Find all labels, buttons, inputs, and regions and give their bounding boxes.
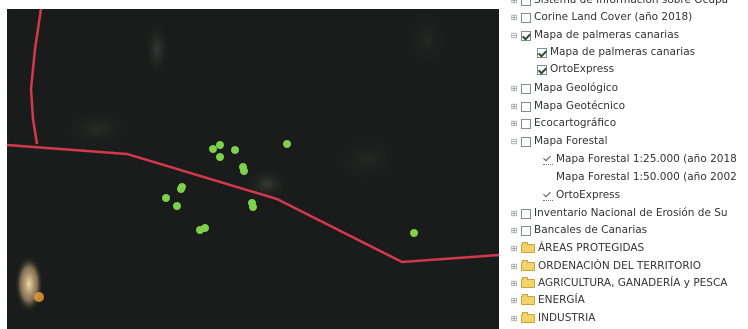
layer-checkbox[interactable] [521, 101, 531, 112]
folder-icon [521, 242, 535, 253]
layer-item[interactable]: ⊞ AGRICULTURA, GANADERÍA y PESCA [509, 275, 727, 292]
expand-icon[interactable]: ⊞ [510, 295, 518, 305]
layer-item[interactable]: Mapa Forestal 1:50.000 (año 2002 [543, 169, 737, 186]
layer-label: Mapa Geológico [534, 82, 619, 94]
layer-item[interactable]: ⊞ Ecocartográfico [509, 115, 616, 132]
layer-item[interactable]: ⊞ ENERGÍA [509, 292, 585, 309]
palm-marker[interactable] [178, 183, 186, 191]
layer-item[interactable]: OrtoExpress [537, 61, 614, 78]
layer-label: Mapa Forestal 1:25.000 (año 2018 [556, 153, 737, 165]
folder-icon [521, 312, 535, 323]
layer-item[interactable]: ⊟ Mapa de palmeras canarias [509, 27, 679, 44]
expand-icon[interactable]: ⊞ [510, 278, 518, 288]
layer-item[interactable]: ⊞ ORDENACIÓN DEL TERRITORIO [509, 258, 701, 275]
palm-marker[interactable] [196, 226, 204, 234]
collapse-icon[interactable]: ⊟ [510, 30, 518, 40]
expand-icon[interactable]: ⊞ [510, 101, 518, 111]
palm-marker[interactable] [410, 229, 418, 237]
boundary-line [7, 143, 499, 264]
visibility-check-icon[interactable] [543, 190, 553, 201]
expand-icon[interactable]: ⊞ [510, 313, 518, 323]
layer-item[interactable]: ⊞ INDUSTRIA [509, 310, 595, 327]
folder-icon [521, 294, 535, 305]
layer-label: ÁREAS PROTEGIDAS [538, 242, 645, 254]
layer-item[interactable]: ⊞ Corine Land Cover (año 2018) [509, 9, 693, 26]
layer-checkbox[interactable] [521, 208, 531, 219]
layer-label: ENERGÍA [538, 294, 585, 306]
palm-markers [162, 140, 418, 237]
layer-label: Mapa Forestal 1:50.000 (año 2002 [556, 171, 737, 183]
collapse-icon[interactable]: ⊟ [510, 136, 518, 146]
layer-label: Mapa Forestal [534, 135, 608, 147]
expand-icon[interactable]: ⊞ [510, 12, 518, 22]
palm-marker[interactable] [216, 141, 224, 149]
palm-marker[interactable] [173, 202, 181, 210]
terrain-patch [402, 9, 452, 74]
map-canvas [7, 9, 499, 312]
layer-label: Corine Land Cover (año 2018) [534, 11, 693, 23]
layer-checkbox[interactable] [521, 30, 531, 41]
layer-label: OrtoExpress [550, 63, 615, 75]
layer-label: Ecocartográfico [534, 117, 617, 129]
layer-label: Inventario Nacional de Erosión de Su [534, 207, 728, 219]
layer-item[interactable]: ⊞ ÁREAS PROTEGIDAS [509, 240, 644, 257]
expand-icon[interactable]: ⊞ [510, 261, 518, 271]
expand-icon[interactable]: ⊞ [510, 83, 518, 93]
layer-checkbox[interactable] [521, 225, 531, 236]
layer-label: Sistema de Información sobre Ocupa [534, 0, 729, 6]
layer-item[interactable]: ⊞ Sistema de Información sobre Ocupa [509, 0, 728, 9]
layer-label: INDUSTRIA [538, 312, 596, 324]
bright-spot [34, 292, 44, 302]
visibility-check-icon[interactable] [543, 154, 553, 165]
layer-checkbox[interactable] [521, 0, 531, 6]
layer-item[interactable]: ⊞ Bancales de Canarias [509, 222, 648, 239]
layer-item[interactable]: ⊞ Mapa Geotécnico [509, 98, 625, 115]
layer-checkbox[interactable] [521, 136, 531, 147]
palm-marker[interactable] [209, 145, 217, 153]
terrain-patch [327, 129, 407, 189]
layer-item[interactable]: Mapa Forestal 1:25.000 (año 2018 [543, 151, 737, 168]
expand-icon[interactable]: ⊞ [510, 225, 518, 235]
palm-marker[interactable] [231, 146, 239, 154]
layer-item[interactable]: ⊞ Mapa Geológico [509, 80, 618, 97]
expand-icon[interactable]: ⊞ [510, 118, 518, 128]
layer-label: AGRICULTURA, GANADERÍA y PESCA [538, 277, 728, 289]
folder-icon [521, 260, 535, 271]
palm-marker[interactable] [249, 203, 257, 211]
layer-label: ORDENACIÓN DEL TERRITORIO [538, 260, 701, 272]
boundary-line [29, 9, 43, 145]
layer-label: Mapa Geotécnico [534, 100, 626, 112]
palm-marker[interactable] [239, 163, 247, 171]
layer-item[interactable]: Mapa de palmeras canarias [537, 44, 695, 61]
layer-label: OrtoExpress [556, 189, 621, 201]
layer-checkbox[interactable] [537, 64, 547, 75]
layer-label: Mapa de palmeras canarias [534, 29, 680, 41]
bright-area [15, 256, 43, 312]
expand-icon[interactable]: ⊞ [510, 0, 518, 5]
layer-item[interactable]: ⊞ Inventario Nacional de Erosión de Su [509, 205, 728, 222]
layer-item[interactable]: ⊟ Mapa Forestal [509, 133, 608, 150]
layer-label: Bancales de Canarias [534, 224, 648, 236]
expand-icon[interactable]: ⊞ [510, 243, 518, 253]
terrain-patch [57, 104, 137, 154]
layer-label: Mapa de palmeras canarias [550, 46, 696, 58]
layer-tree: ⊞ Sistema de Información sobre Ocupa ⊞ Cori… [503, 0, 748, 329]
layer-checkbox[interactable] [521, 118, 531, 129]
palm-marker[interactable] [216, 153, 224, 161]
expand-icon[interactable]: ⊞ [510, 208, 518, 218]
layer-checkbox[interactable] [521, 83, 531, 94]
palm-marker[interactable] [162, 194, 170, 202]
map-view[interactable] [7, 9, 499, 329]
palm-marker[interactable] [283, 140, 291, 148]
terrain-patch [143, 19, 171, 79]
layer-checkbox[interactable] [521, 12, 531, 23]
layer-item[interactable]: OrtoExpress [543, 187, 620, 204]
folder-icon [521, 277, 535, 288]
layer-checkbox[interactable] [537, 47, 547, 58]
